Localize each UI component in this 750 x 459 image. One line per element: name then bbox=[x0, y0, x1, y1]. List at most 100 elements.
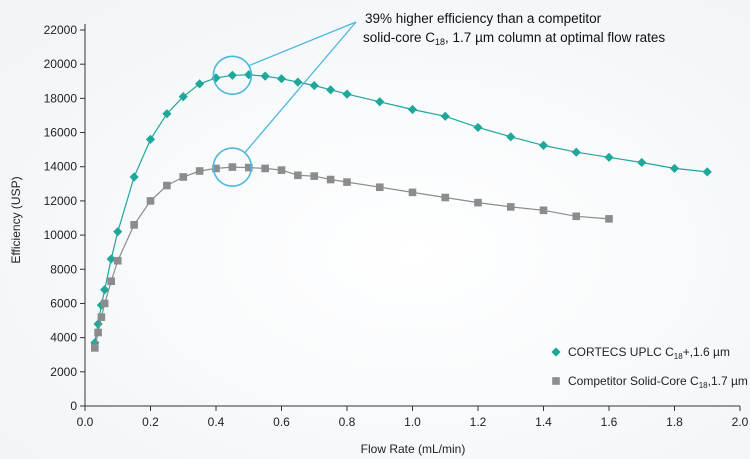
y-tick-label: 20000 bbox=[44, 57, 78, 71]
data-point bbox=[702, 167, 712, 177]
data-point bbox=[605, 215, 613, 223]
y-tick-label: 22000 bbox=[44, 23, 78, 37]
data-point bbox=[538, 140, 549, 150]
x-tick-label: 0.2 bbox=[142, 415, 159, 429]
x-tick-label: 1.8 bbox=[666, 415, 683, 429]
data-point bbox=[506, 203, 515, 211]
data-point bbox=[244, 70, 254, 80]
x-tick-label: 0.8 bbox=[339, 415, 356, 429]
x-tick-label: 0.4 bbox=[208, 415, 225, 429]
x-tick-label: 1.6 bbox=[601, 415, 618, 429]
annotation-group: 39% higher efficiency than a competitor … bbox=[212, 11, 665, 187]
y-tick-label: 8000 bbox=[50, 262, 77, 276]
series-competitor bbox=[91, 163, 613, 352]
x-tick-label: 0.6 bbox=[273, 415, 290, 429]
data-point bbox=[90, 338, 100, 348]
data-point bbox=[100, 299, 109, 308]
data-point bbox=[145, 134, 156, 144]
data-point bbox=[343, 178, 351, 186]
data-point bbox=[195, 167, 204, 175]
y-tick-label: 4000 bbox=[50, 331, 77, 345]
data-point bbox=[261, 164, 269, 173]
callout-circle-lower bbox=[212, 147, 253, 187]
y-axis-label: Efficiency (USP) bbox=[9, 176, 23, 263]
y-tick-label: 0 bbox=[70, 399, 77, 413]
data-point bbox=[195, 79, 205, 89]
data-point bbox=[572, 212, 581, 221]
x-tick-label: 1.0 bbox=[404, 415, 421, 429]
x-tick-label: 1.2 bbox=[470, 415, 487, 429]
data-point bbox=[97, 313, 106, 321]
data-point bbox=[342, 89, 352, 99]
data-point bbox=[228, 163, 237, 171]
callout-circle-upper bbox=[212, 55, 253, 96]
data-point bbox=[129, 172, 139, 182]
data-point bbox=[212, 164, 220, 173]
data-point bbox=[637, 157, 647, 168]
data-point bbox=[130, 221, 138, 229]
callout-line-lower bbox=[244, 21, 357, 154]
data-point bbox=[178, 92, 188, 102]
data-point bbox=[162, 109, 172, 119]
x-tick-label: 0.0 bbox=[77, 415, 94, 429]
data-point bbox=[506, 132, 516, 142]
data-point bbox=[407, 104, 418, 115]
legend: CORTECS UPLC C18+,1.6 µm Competitor Soli… bbox=[551, 345, 748, 390]
y-tick-label: 12000 bbox=[44, 194, 78, 208]
data-point bbox=[244, 163, 253, 172]
data-point bbox=[260, 71, 270, 81]
data-point bbox=[326, 85, 336, 95]
data-point bbox=[113, 256, 122, 265]
data-point bbox=[100, 285, 110, 295]
y-tick-label: 16000 bbox=[44, 126, 78, 140]
data-point bbox=[113, 227, 123, 237]
y-tick-label: 10000 bbox=[44, 228, 78, 242]
series-cortecs bbox=[90, 70, 712, 348]
data-point bbox=[604, 152, 614, 162]
data-point bbox=[375, 183, 384, 192]
data-point bbox=[227, 70, 237, 80]
legend-marker-competitor bbox=[552, 377, 560, 385]
y-tick-label: 2000 bbox=[50, 365, 77, 379]
data-point bbox=[473, 122, 483, 133]
data-point bbox=[146, 197, 155, 205]
x-tick-label: 2.0 bbox=[732, 415, 749, 429]
data-point bbox=[309, 80, 319, 91]
y-tick-label: 6000 bbox=[50, 296, 77, 310]
data-point bbox=[277, 166, 286, 174]
data-point bbox=[375, 97, 385, 107]
y-tick-label: 18000 bbox=[44, 91, 78, 105]
legend-label-cortecs: CORTECS UPLC C18+,1.6 µm bbox=[568, 345, 730, 361]
data-point bbox=[310, 172, 319, 180]
series-group bbox=[90, 70, 712, 352]
data-point bbox=[441, 193, 450, 202]
data-point bbox=[408, 188, 417, 197]
data-point bbox=[669, 163, 680, 174]
y-tick-label: 14000 bbox=[44, 160, 78, 174]
data-point bbox=[106, 254, 116, 264]
data-point bbox=[163, 181, 171, 190]
data-point bbox=[293, 77, 303, 87]
data-point bbox=[474, 198, 482, 207]
data-point bbox=[107, 277, 115, 286]
legend-item-cortecs: CORTECS UPLC C18+,1.6 µm bbox=[551, 345, 730, 361]
data-point bbox=[276, 74, 287, 84]
legend-marker-cortecs bbox=[551, 347, 561, 357]
data-point bbox=[294, 171, 302, 180]
x-axis-label: Flow Rate (mL/min) bbox=[361, 442, 466, 456]
annotation-line-2: solid-core C18, 1.7 µm column at optimal… bbox=[363, 30, 665, 47]
annotation-line-1: 39% higher efficiency than a competitor bbox=[365, 11, 602, 26]
callout-line-upper bbox=[248, 21, 357, 67]
series-line bbox=[94, 166, 610, 349]
data-point bbox=[571, 147, 581, 157]
legend-label-competitor: Competitor Solid-Core C18,1.7 µm bbox=[568, 374, 748, 390]
axes-group: 0 2000 4000 6000 8000 10000 12000 14000 16000 180… bbox=[44, 23, 749, 429]
data-point bbox=[94, 328, 102, 337]
data-point bbox=[326, 175, 335, 184]
data-point bbox=[539, 206, 548, 215]
x-tick-label: 1.4 bbox=[535, 415, 552, 429]
data-point bbox=[179, 173, 188, 181]
